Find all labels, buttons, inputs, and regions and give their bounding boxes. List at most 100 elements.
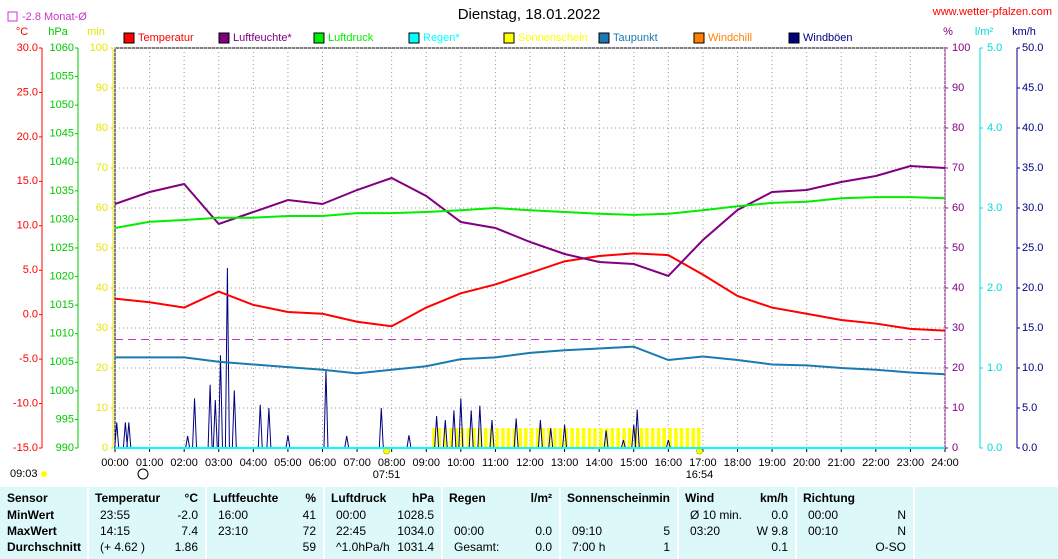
x-tick-label: 17:00 bbox=[689, 457, 717, 469]
legend-label: Taupunkt bbox=[613, 32, 658, 44]
y-tick-label: 50 bbox=[96, 242, 108, 254]
sunshine-bar bbox=[443, 428, 447, 448]
x-tick-label: 07:00 bbox=[343, 457, 371, 469]
table-cell: 09:10 bbox=[572, 524, 602, 538]
gust-spike bbox=[192, 398, 198, 449]
x-tick-label: 16:00 bbox=[655, 457, 683, 469]
sunshine-bar bbox=[541, 428, 545, 448]
column-title: Temperatur bbox=[95, 491, 160, 505]
sunshine-bar bbox=[610, 428, 615, 448]
sunshine-bar bbox=[553, 428, 557, 448]
y-tick-label: -5.0 bbox=[19, 353, 38, 365]
gust-spike bbox=[468, 410, 474, 449]
gust-spike bbox=[406, 435, 412, 449]
y-tick-label: 1030 bbox=[50, 213, 74, 225]
axis-unit: l/m² bbox=[975, 26, 994, 38]
gust-spike bbox=[231, 390, 237, 449]
table-cell: 16:00 bbox=[218, 508, 248, 522]
y-tick-label: 40 bbox=[96, 282, 108, 294]
sunshine-bar bbox=[478, 428, 482, 448]
y-tick-label: 995 bbox=[56, 413, 74, 425]
sunshine-bar bbox=[530, 428, 534, 448]
y-tick-label: 10.0 bbox=[1022, 362, 1043, 374]
y-tick-label: 35.0 bbox=[1022, 162, 1043, 174]
sunshine-bar bbox=[432, 428, 436, 448]
series-line bbox=[114, 252, 946, 332]
x-tick-label: 02:00 bbox=[170, 457, 198, 469]
legend-label: Sonnenschein bbox=[518, 32, 588, 44]
y-tick-label: 60 bbox=[96, 202, 108, 214]
y-tick-label: 90 bbox=[952, 82, 964, 94]
y-tick-label: 100 bbox=[90, 42, 108, 54]
gust-spike bbox=[114, 422, 120, 449]
table-cell: N bbox=[897, 524, 906, 538]
sunshine-bar bbox=[535, 428, 540, 448]
y-tick-label: 20 bbox=[96, 362, 108, 374]
sunshine-bar bbox=[489, 428, 493, 448]
y-tick-label: 10.0 bbox=[17, 220, 38, 232]
table-cell: -2.0 bbox=[177, 508, 198, 522]
y-tick-label: 1020 bbox=[50, 270, 74, 282]
y-tick-label: 10 bbox=[96, 402, 108, 414]
table-cell: 03:20 bbox=[690, 524, 720, 538]
table-background bbox=[0, 487, 1058, 559]
table-cell: 59 bbox=[303, 540, 317, 554]
average-swatch bbox=[7, 11, 18, 22]
gust-spike bbox=[434, 415, 440, 449]
sunshine-bar bbox=[639, 428, 644, 448]
table-cell: O-SO bbox=[875, 540, 906, 554]
column-unit: °C bbox=[185, 491, 199, 505]
x-tick-label: 24:00 bbox=[931, 457, 959, 469]
y-tick-label: 1005 bbox=[50, 356, 74, 368]
column-title: Luftfeuchte bbox=[213, 491, 279, 505]
x-tick-label: 05:00 bbox=[274, 457, 302, 469]
legend-swatch bbox=[503, 32, 515, 44]
x-tick-label: 06:00 bbox=[309, 457, 337, 469]
x-tick-label: 09:00 bbox=[412, 457, 440, 469]
table-cell: 00:00 bbox=[336, 508, 366, 522]
y-tick-label: -15.0 bbox=[13, 442, 38, 454]
gust-spike bbox=[257, 404, 263, 449]
legend-swatch bbox=[408, 32, 420, 44]
sun-icon bbox=[41, 471, 47, 477]
sunshine-bar bbox=[651, 428, 655, 448]
x-tick-label: 20:00 bbox=[793, 457, 821, 469]
table-cell: 22:45 bbox=[336, 524, 366, 538]
row-label: MaxWert bbox=[7, 524, 57, 538]
legend-label: Temperatur bbox=[138, 32, 194, 44]
y-tick-label: 0.0 bbox=[1022, 442, 1037, 454]
y-tick-label: 50 bbox=[952, 242, 964, 254]
gust-spike bbox=[665, 439, 671, 449]
sunshine-bar bbox=[679, 428, 684, 448]
series-line bbox=[114, 196, 946, 229]
sunshine-bar bbox=[495, 428, 499, 448]
sunshine-bar bbox=[685, 428, 690, 448]
axis-unit: % bbox=[943, 26, 953, 38]
y-tick-label: 20.0 bbox=[1022, 282, 1043, 294]
y-tick-label: 1035 bbox=[50, 185, 74, 197]
source: www.wetter-pfalzen.com bbox=[932, 6, 1052, 18]
series-line bbox=[115, 345, 946, 376]
y-tick-label: 60 bbox=[952, 202, 964, 214]
y-tick-label: 20.0 bbox=[17, 131, 38, 143]
gust-spike bbox=[489, 419, 495, 449]
y-tick-label: 25.0 bbox=[1022, 242, 1043, 254]
x-tick-label: 00:00 bbox=[101, 457, 129, 469]
table-cell: 0.0 bbox=[771, 508, 788, 522]
gust-spike bbox=[285, 435, 291, 449]
y-tick-label: 0 bbox=[102, 442, 108, 454]
gust-spike bbox=[562, 424, 568, 449]
y-tick-label: 3.0 bbox=[987, 202, 1002, 214]
gust-spike bbox=[451, 410, 457, 449]
clock-icon bbox=[137, 468, 149, 480]
legend-swatch bbox=[218, 32, 230, 44]
y-tick-label: 40 bbox=[952, 282, 964, 294]
row-label: Durchschnitt bbox=[7, 540, 81, 554]
gust-spike bbox=[458, 398, 464, 449]
axis-unit: °C bbox=[16, 26, 28, 38]
y-tick-label: 15.0 bbox=[17, 175, 38, 187]
sunshine-bar bbox=[697, 428, 701, 448]
y-tick-label: 80 bbox=[96, 122, 108, 134]
sunshine-bar bbox=[558, 428, 563, 448]
